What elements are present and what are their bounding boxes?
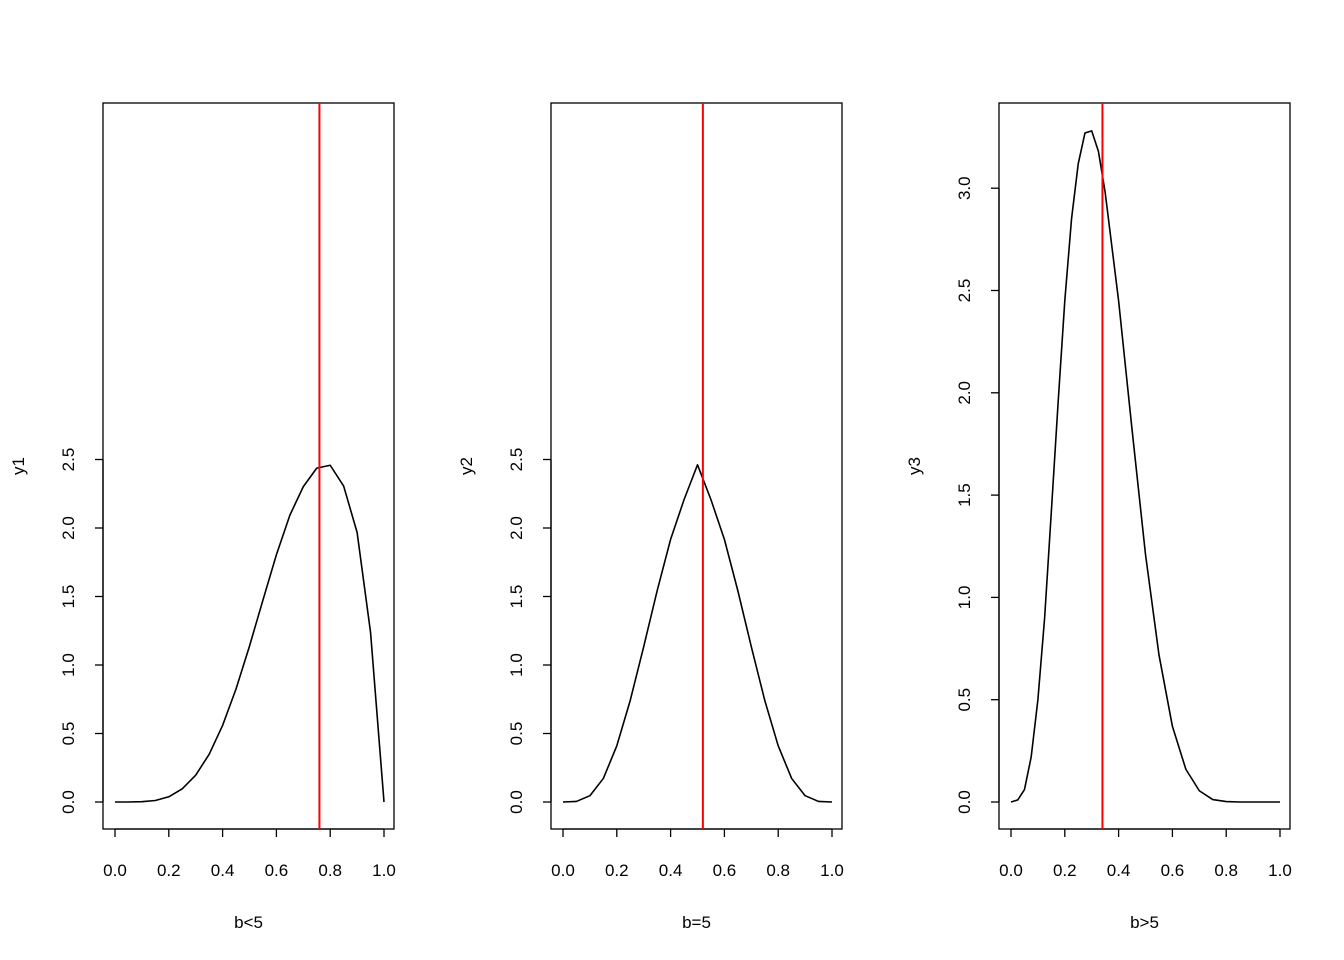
x-tick-label: 0.6 [713, 861, 737, 880]
y-tick-label: 2.0 [59, 516, 78, 540]
x-tick-label: 0.2 [1053, 861, 1077, 880]
y-tick-label: 0.0 [955, 790, 974, 814]
y-tick-label: 0.5 [507, 722, 526, 746]
y-tick-label: 1.5 [59, 585, 78, 609]
y-tick-label: 1.5 [955, 483, 974, 507]
x-tick-label: 0.0 [999, 861, 1023, 880]
x-tick-label: 0.4 [659, 861, 683, 880]
y-tick-label: 1.0 [507, 653, 526, 677]
x-tick-label: 0.6 [1161, 861, 1185, 880]
x-tick-label: 0.2 [605, 861, 629, 880]
x-tick-label: 0.4 [1107, 861, 1131, 880]
y-tick-label: 0.0 [507, 790, 526, 814]
y-tick-label: 2.5 [59, 448, 78, 472]
y-tick-label: 2.0 [955, 381, 974, 405]
y-tick-label: 2.0 [507, 516, 526, 540]
x-tick-label: 0.6 [265, 861, 289, 880]
x-tick-label: 0.8 [1214, 861, 1238, 880]
y-axis-label: y3 [905, 457, 924, 475]
y-tick-label: 3.0 [955, 176, 974, 200]
y-tick-label: 1.5 [507, 585, 526, 609]
x-tick-label: 0.8 [766, 861, 790, 880]
x-axis-label: b<5 [234, 913, 263, 932]
panel-3: 0.0 0.2 0.4 0.6 0.8 1.0 0.0 0.5 1.0 1.5 2.0 2.5 3.0 b… [905, 102, 1292, 932]
panel-2: 0.0 0.2 0.4 0.6 0.8 1.0 0.0 0.5 1.0 1.5 2.0 2.5 b=5 y… [457, 102, 844, 932]
x-tick-label: 0.2 [157, 861, 181, 880]
y-tick-label: 1.0 [59, 653, 78, 677]
plot-frame [998, 102, 1291, 830]
y-axis-label: y2 [457, 457, 476, 475]
density-curve [562, 464, 833, 803]
x-tick-label: 0.4 [211, 861, 235, 880]
x-tick-label: 1.0 [372, 861, 396, 880]
density-curve [1010, 130, 1280, 803]
x-tick-label: 0.0 [103, 861, 127, 880]
y-tick-label: 2.5 [507, 448, 526, 472]
y-tick-label: 0.0 [59, 790, 78, 814]
y-tick-label: 1.0 [955, 586, 974, 610]
panel-1: 0.0 0.2 0.4 0.6 0.8 1.0 0.0 0.5 1.0 1.5 2.0 2.5 b<5 y… [9, 102, 396, 932]
density-curve [115, 464, 385, 803]
x-axis-label: b>5 [1130, 913, 1159, 932]
x-tick-label: 1.0 [1268, 861, 1292, 880]
x-tick-label: 0.0 [551, 861, 575, 880]
y-axis-label: y1 [9, 457, 28, 475]
plot-frame [102, 102, 395, 830]
y-tick-label: 0.5 [59, 722, 78, 746]
x-tick-label: 0.8 [318, 861, 342, 880]
x-tick-label: 1.0 [820, 861, 844, 880]
y-tick-label: 0.5 [955, 688, 974, 712]
x-axis-label: b=5 [682, 913, 711, 932]
y-tick-label: 2.5 [955, 279, 974, 303]
